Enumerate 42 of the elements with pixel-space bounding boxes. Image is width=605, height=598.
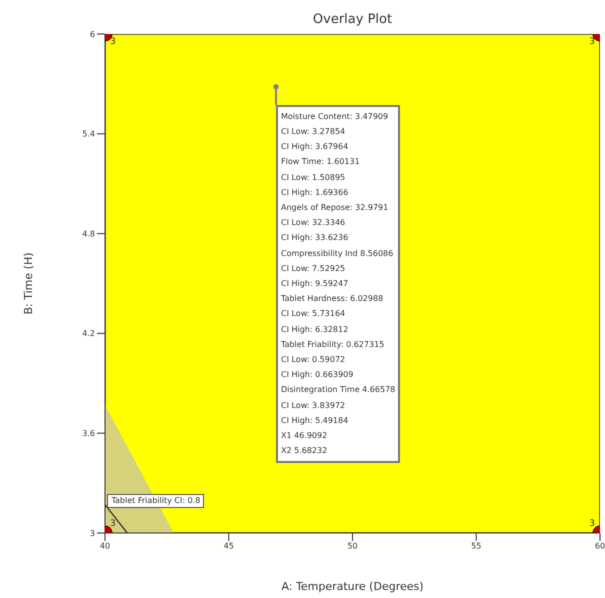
annotation: CI High: 5.49184 xyxy=(281,414,350,427)
x-axis-title: A: Temperature (Degrees) xyxy=(281,580,424,593)
annotation: CI High: 6.32812 xyxy=(281,324,350,336)
annotation: Tablet Hardness: 6.02988 xyxy=(281,293,384,306)
annotation: CI High: 1.69366 xyxy=(281,186,350,199)
y-axis-title: B: Time (H) xyxy=(22,252,35,315)
annotation: CI High: 0.663909 xyxy=(281,369,354,382)
annotation: 3 xyxy=(588,37,595,48)
annotation: CI Low: 1.50895 xyxy=(281,172,346,184)
y-tick-label: 4.2 xyxy=(82,329,95,338)
annotation: CI Low: 0.59072 xyxy=(281,354,346,366)
annotation: Moisture Content: 3.47909 xyxy=(281,110,390,123)
annotation: CI Low: 3.83972 xyxy=(281,400,346,412)
annotation: 3 xyxy=(110,37,117,48)
y-tick-label: 3 xyxy=(90,528,95,538)
x-tick-label: 60 xyxy=(594,542,605,551)
annotation: X1 46.9092 xyxy=(281,430,328,442)
annotation: Disintegration Time 4.66578 xyxy=(281,384,396,396)
annotation: CI High: 33.6236 xyxy=(281,232,350,244)
chart-title: Overlay Plot xyxy=(312,12,394,27)
annotation: Tablet Friability CI: 0.8 xyxy=(107,494,204,508)
x-tick-label: 45 xyxy=(224,542,234,551)
annotation: Compressibility Ind 8.56086 xyxy=(281,248,394,260)
annotation: CI High: 3.67964 xyxy=(281,141,350,154)
annotation: CI Low: 5.73164 xyxy=(281,308,346,320)
annotation: X2 5.68232 xyxy=(281,445,328,458)
y-tick-label: 3.6 xyxy=(82,429,95,438)
x-tick-label: 55 xyxy=(471,542,482,551)
annotation: CI High: 9.59247 xyxy=(281,278,350,290)
y-tick-label: 4.8 xyxy=(82,229,95,238)
annotation: 3 xyxy=(110,519,117,530)
annotation: 3 xyxy=(588,519,595,530)
y-tick-label: 6 xyxy=(90,30,95,39)
annotation: Flow Time: 1.60131 xyxy=(281,156,361,168)
annotation: CI Low: 3.27854 xyxy=(281,126,346,138)
annotation: Tablet Friability: 0.627315 xyxy=(281,338,386,351)
annotation: CI Low: 7.52925 xyxy=(281,262,346,275)
y-tick-label: 5.4 xyxy=(82,130,95,139)
x-tick-label: 50 xyxy=(347,542,358,551)
x-tick-label: 40 xyxy=(100,542,110,551)
annotation: Angels of Repose: 32.9791 xyxy=(281,202,390,214)
annotation: CI Low: 32.3346 xyxy=(281,217,346,230)
